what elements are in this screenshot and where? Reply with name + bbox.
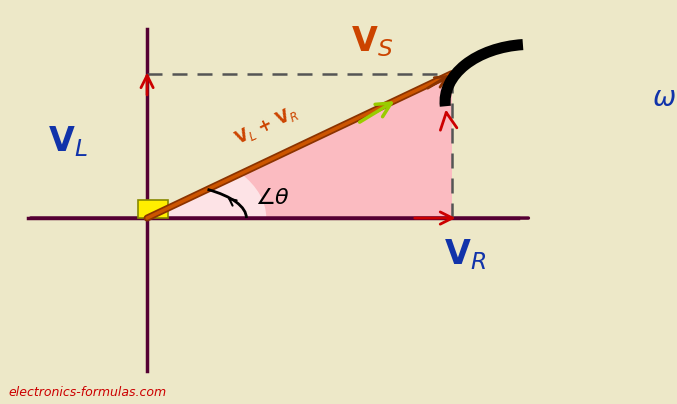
Text: $\angle\theta$: $\angle\theta$ [255,187,290,208]
Text: $\omega$: $\omega$ [651,84,676,112]
Polygon shape [138,200,168,218]
Text: V$_R$: V$_R$ [444,237,486,271]
Text: electronics-formulas.com: electronics-formulas.com [8,385,166,399]
Wedge shape [147,174,266,218]
Polygon shape [147,74,452,218]
Text: V$_S$: V$_S$ [351,24,393,59]
Text: V$_L$: V$_L$ [47,124,87,159]
Text: V$_L$ + V$_R$: V$_L$ + V$_R$ [232,102,301,149]
